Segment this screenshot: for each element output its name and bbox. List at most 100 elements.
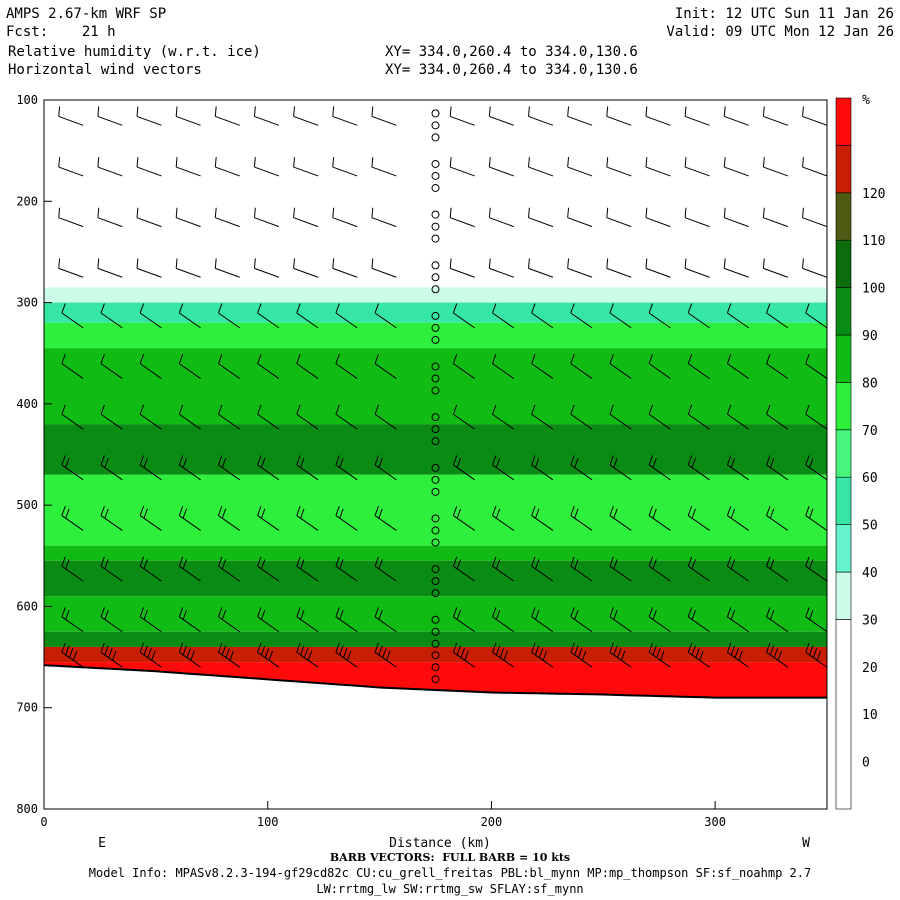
wind-barb — [431, 651, 440, 684]
wind-barb — [431, 210, 440, 243]
wind-barb — [175, 157, 201, 177]
wind-barb — [431, 159, 440, 192]
wind-barb — [687, 642, 710, 668]
wind-barb — [687, 556, 710, 582]
wind-barb — [452, 607, 475, 633]
model-title: AMPS 2.67-km WRF SP — [6, 6, 167, 22]
wind-barb — [335, 455, 358, 481]
wind-barb — [492, 642, 515, 668]
wind-barb — [217, 556, 241, 582]
wind-barb — [253, 258, 280, 278]
wind-barb — [100, 642, 123, 668]
wind-barb — [570, 642, 593, 668]
wind-barb — [431, 514, 440, 547]
wind-barb — [374, 505, 397, 531]
wind-barb — [687, 404, 710, 430]
wind-barb — [766, 642, 789, 668]
wind-barb — [726, 455, 749, 481]
wind-barb — [257, 556, 280, 582]
wind-barb — [217, 303, 241, 329]
wind-barb — [100, 505, 123, 531]
wind-barb — [100, 354, 123, 379]
wind-barb — [492, 505, 515, 531]
wind-barb — [139, 642, 162, 668]
forecast-hour: Fcst: 21 h — [6, 24, 116, 40]
y-tick-label: 500 — [16, 498, 38, 512]
wind-barb — [431, 615, 440, 648]
wind-barb — [687, 607, 710, 633]
wind-barb — [645, 258, 671, 278]
wind-barb — [528, 106, 554, 126]
wind-barb — [531, 607, 554, 633]
wind-barb — [762, 157, 789, 177]
wind-barb — [217, 642, 241, 668]
colorbar-swatch-11 — [835, 97, 852, 146]
wind-barb — [217, 505, 241, 531]
rh-fill — [44, 287, 827, 809]
wind-barb — [431, 261, 440, 294]
wind-barb — [257, 642, 280, 668]
wind-barb — [805, 505, 827, 531]
wind-barb — [332, 258, 358, 278]
colorbar-tick-label: 40 — [862, 566, 878, 581]
wind-barb — [61, 455, 84, 481]
wind-barb — [805, 404, 827, 430]
wind-barb — [648, 556, 671, 582]
wind-barb — [175, 258, 201, 278]
wind-barb — [723, 258, 749, 278]
wind-barb — [802, 106, 827, 126]
x-tick-label: 0 — [40, 815, 47, 829]
wind-barb — [371, 157, 397, 177]
wind-barb — [802, 258, 827, 278]
wind-barb — [296, 354, 319, 379]
wind-barb — [44, 580, 45, 582]
wind-barb — [648, 505, 671, 531]
wind-barb — [766, 607, 789, 633]
wind-barb — [332, 157, 358, 177]
colorbar-tick-label: 30 — [862, 613, 878, 628]
wind-barb — [723, 207, 749, 228]
wind-barb — [100, 455, 123, 481]
rh-layer-7 — [44, 560, 827, 597]
wind-barb — [374, 404, 397, 430]
wind-barb — [257, 354, 280, 379]
wind-barb — [609, 505, 632, 531]
colorbar-swatch-8 — [835, 239, 852, 288]
wind-barb — [802, 157, 827, 177]
wind-barb — [687, 354, 710, 379]
wind-barb — [648, 642, 671, 668]
wind-barb — [684, 157, 710, 177]
wind-barb — [762, 207, 789, 228]
wind-barb — [257, 607, 280, 633]
cross-section-coords-1: XY= 334.0,260.4 to 334.0,130.6 — [385, 44, 638, 60]
wind-barb — [567, 106, 593, 126]
rh-layer-8 — [44, 596, 827, 632]
x-tick-label: 200 — [481, 815, 503, 829]
wind-barb — [492, 607, 515, 633]
wind-barb — [452, 404, 475, 430]
wind-barb — [609, 303, 632, 329]
y-tick-label: 300 — [16, 296, 38, 310]
wind-barb — [296, 642, 319, 668]
wind-barb — [531, 642, 554, 668]
wind-barb — [44, 276, 45, 278]
y-tick-label: 800 — [16, 802, 38, 816]
wind-barb — [452, 455, 475, 481]
wind-barb — [97, 157, 123, 177]
wind-barb — [648, 303, 671, 329]
wind-barb — [488, 157, 514, 177]
colorbar-swatch-7 — [835, 287, 852, 336]
wind-barb — [531, 303, 554, 329]
wind-barb — [606, 106, 632, 126]
wind-barb — [253, 157, 280, 177]
wind-barb — [531, 505, 554, 531]
colorbar-unit: % — [862, 93, 870, 108]
wind-barb — [257, 505, 280, 531]
wind-barb — [431, 109, 440, 142]
wind-barb — [606, 157, 632, 177]
wind-barb — [570, 556, 593, 582]
wind-barb — [492, 404, 515, 430]
wind-barb — [684, 106, 710, 126]
colorbar-tick-label: 20 — [862, 661, 878, 676]
